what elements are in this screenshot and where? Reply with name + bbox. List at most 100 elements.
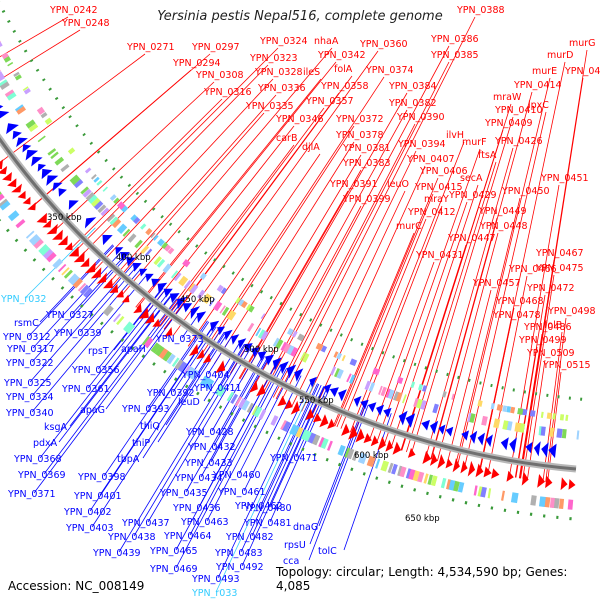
reverse-gene-label: tolC	[318, 546, 337, 557]
scale-tick-outer	[207, 398, 211, 403]
cog-category-block	[25, 119, 36, 129]
scale-tick-outer	[325, 457, 329, 462]
reverse-gene-label: YPN_0437	[121, 518, 170, 529]
forward-gene-arrow	[249, 379, 258, 393]
reverse-gene-arrow	[286, 364, 297, 379]
scale-tick-outer	[184, 384, 189, 389]
forward-gene-label: murF	[462, 137, 487, 148]
scale-tick-outer	[163, 369, 167, 374]
cog-category-block	[315, 342, 324, 351]
cog-category-block	[132, 216, 141, 225]
cog-category-block	[52, 258, 64, 270]
reverse-gene-arrow	[52, 182, 63, 192]
cog-category-block	[109, 194, 117, 201]
cog-category-block	[15, 219, 26, 229]
forward-gene-label: YPN_0294	[172, 58, 221, 69]
reverse-gene-arrow	[139, 268, 148, 277]
cog-category-block	[467, 412, 472, 422]
callout-line	[333, 232, 415, 426]
cog-category-block	[336, 352, 343, 360]
callout-line	[545, 317, 567, 482]
forward-gene-arrow	[68, 246, 79, 257]
callout-line	[29, 263, 134, 383]
scale-tick-inner	[446, 372, 449, 377]
reverse-gene-label: YPN_0398	[77, 472, 126, 483]
cog-category-block	[546, 412, 552, 420]
cog-category-block	[421, 385, 427, 392]
cog-category-block	[490, 402, 495, 410]
callout-line	[269, 386, 325, 508]
forward-gene-label: YPN_0415	[414, 182, 463, 193]
reverse-gene-arrow	[477, 432, 485, 446]
reverse-gene-label: YPN_0340	[5, 408, 54, 419]
cog-category-block	[286, 328, 294, 336]
forward-gene-arrow	[313, 413, 322, 423]
cog-category-block	[496, 404, 504, 412]
reverse-gene-label: YPN_0462	[234, 501, 283, 512]
cog-category-block	[7, 210, 20, 222]
forward-gene-label: YPN_0384	[388, 81, 437, 92]
callout-line	[219, 344, 246, 388]
cog-category-block	[116, 223, 128, 235]
callout-line	[430, 217, 498, 460]
reverse-gene-arrow	[157, 282, 168, 294]
scale-tick-inner	[42, 78, 46, 82]
cog-category-block	[90, 197, 101, 208]
scale-tick-inner	[240, 277, 245, 282]
cog-category-block	[481, 415, 488, 426]
forward-gene-label: murG	[569, 38, 596, 49]
cog-category-block	[479, 486, 487, 498]
reverse-gene-arrow	[251, 347, 260, 357]
callout-line	[318, 403, 367, 527]
reverse-gene-arrow	[265, 354, 275, 366]
callout-line	[479, 61, 566, 471]
reverse-gene-label: apaG	[80, 405, 105, 416]
cog-category-block	[116, 201, 126, 210]
callout-line	[0, 29, 81, 81]
cog-category-block	[154, 345, 165, 357]
reverse-gene-label: YPN_0463	[180, 517, 229, 528]
forward-gene-label: YPN_0324	[259, 36, 308, 47]
reverse-gene-arrow	[0, 105, 4, 109]
cog-category-block	[93, 176, 100, 183]
scale-tick-outer	[253, 424, 257, 429]
reverse-gene-label: YPN_0435	[159, 488, 208, 499]
forward-gene-arrow	[2, 172, 12, 181]
callout-line	[121, 47, 333, 296]
scale-tick-outer	[301, 447, 305, 452]
reverse-gene-label: YPN_0339	[53, 328, 102, 339]
forward-gene-label: YPN_0335	[245, 101, 294, 112]
reverse-gene-arrow	[163, 288, 173, 298]
callout-line	[157, 333, 228, 443]
reverse-gene-label: YPN_0356	[71, 365, 120, 376]
cog-category-block	[123, 321, 132, 331]
forward-gene-arrow	[348, 425, 358, 440]
cog-category-block	[280, 419, 287, 430]
cog-category-block	[22, 86, 29, 92]
cog-category-block	[297, 333, 305, 342]
cog-category-block	[423, 473, 429, 484]
cog-category-block	[50, 151, 59, 160]
cog-category-block	[167, 247, 175, 255]
reverse-gene-arrow	[376, 404, 385, 416]
cog-category-block	[152, 234, 159, 241]
forward-gene-label: YPN_0468	[495, 296, 544, 307]
reverse-gene-label: YPN_0493	[191, 574, 240, 585]
callout-line	[93, 78, 274, 272]
cog-category-block	[457, 481, 465, 493]
reverse-gene-arrow	[0, 110, 10, 119]
cog-category-block	[245, 304, 252, 311]
forward-gene-arrow	[80, 257, 90, 267]
cog-category-block	[502, 420, 509, 430]
reverse-gene-arrow	[224, 329, 233, 341]
cog-category-block	[37, 135, 46, 143]
callout-line	[519, 259, 555, 479]
cog-category-block	[364, 380, 372, 391]
cog-category-block	[280, 341, 287, 351]
reverse-gene-arrow	[445, 426, 454, 437]
reverse-gene-arrow	[37, 163, 47, 172]
cog-category-block	[529, 410, 536, 417]
cog-category-block	[237, 298, 245, 306]
cog-category-block	[544, 496, 551, 508]
reverse-gene-label: ksgA	[44, 422, 67, 433]
